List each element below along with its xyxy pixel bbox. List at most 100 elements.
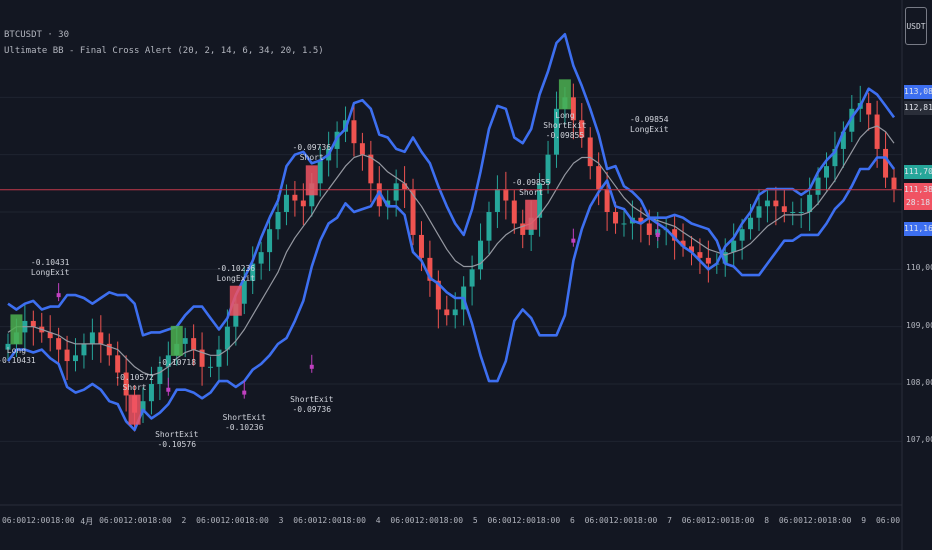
long-signal-marker	[170, 325, 183, 356]
currency-button[interactable]: USDT	[905, 7, 927, 45]
time-tick-label: 06:00	[681, 516, 706, 525]
short-signal-marker	[305, 165, 318, 196]
time-tick-label: 18:00	[50, 516, 75, 525]
time-tick-label: 06:00	[584, 516, 609, 525]
exit-label: ShortExit -0.09736	[290, 395, 334, 415]
candle	[680, 240, 686, 247]
candle	[638, 217, 644, 224]
time-tick-label: 06:00	[1, 516, 27, 525]
exit-label: ShortExit -0.10576	[155, 429, 199, 449]
candle	[148, 384, 154, 402]
time-tick-label: 06:00	[99, 516, 124, 525]
candle	[359, 143, 365, 155]
time-tick-label: 12:00	[511, 516, 536, 525]
time-tick-label: 12:00	[608, 516, 633, 525]
candle	[613, 212, 619, 224]
candle	[182, 338, 188, 344]
time-tick-label: 5	[472, 516, 478, 525]
time-tick-label: 2	[181, 516, 187, 525]
candle	[56, 338, 62, 350]
candle	[317, 160, 323, 184]
candle	[494, 189, 500, 212]
candle	[283, 194, 289, 212]
candle	[790, 212, 796, 213]
time-tick-label: 18:00	[147, 516, 172, 525]
candle	[807, 194, 813, 212]
short-signal-label: -0.09855 Short	[511, 177, 551, 197]
time-tick-label: 06:00	[875, 516, 901, 525]
candle	[165, 355, 171, 367]
time-tick-label: 06:00	[196, 516, 221, 525]
candle	[849, 108, 855, 132]
candle	[410, 189, 416, 235]
candle	[672, 229, 678, 241]
candle	[73, 355, 79, 362]
long-signal-label: Long ShortExit -0.09855	[543, 111, 587, 141]
time-tick-label: 18:00	[536, 516, 561, 525]
lower-band-line	[6, 156, 896, 432]
time-tick-label: 12:00	[123, 516, 148, 525]
candle	[435, 280, 441, 310]
long-signal-label: Long -0.10431	[0, 346, 36, 366]
price-tick-label: 110,000.0	[906, 263, 932, 273]
candle	[5, 343, 11, 350]
price-tag: 112,818.8	[904, 100, 932, 115]
price-tick-label: 109,000.0	[906, 320, 932, 330]
exit-label: -0.09854 LongExit	[630, 114, 669, 134]
candle	[697, 252, 703, 258]
short-signal-marker	[525, 199, 538, 230]
time-tick-label: 12:00	[803, 516, 828, 525]
long-signal-marker	[10, 314, 23, 345]
candle	[478, 240, 484, 270]
candle	[368, 154, 374, 184]
time-tick-label: 12:00	[706, 516, 731, 525]
candle	[520, 223, 526, 235]
price-tag: 28:18	[904, 196, 932, 211]
candle	[30, 320, 36, 327]
exit-marker	[571, 238, 576, 243]
candle	[604, 189, 610, 212]
candle	[199, 349, 205, 367]
candle	[275, 212, 281, 230]
candle	[722, 252, 728, 264]
candle	[241, 280, 247, 304]
candle	[300, 200, 306, 207]
candle	[596, 166, 602, 190]
time-tick-label: 4月	[80, 517, 94, 526]
candle	[258, 252, 264, 264]
candle	[250, 263, 256, 281]
candle	[98, 332, 104, 344]
long-signal-marker	[558, 79, 571, 110]
candle	[739, 229, 745, 241]
candle	[469, 269, 475, 287]
candle	[123, 372, 129, 396]
candle	[452, 309, 458, 316]
time-tick-label: 12:00	[317, 516, 342, 525]
candle	[376, 183, 382, 207]
long-signal-label: -0.10718	[157, 357, 197, 367]
price-tag: 111,702.7	[904, 164, 932, 179]
candle	[798, 212, 804, 213]
indicator-label[interactable]: Ultimate BB - Final Cross Alert (20, 2, …	[4, 46, 324, 56]
time-tick-label: 18:00	[633, 516, 658, 525]
candle	[89, 332, 95, 344]
short-signal-marker	[229, 285, 242, 316]
candle	[208, 366, 214, 368]
candle	[224, 326, 230, 350]
candle	[764, 200, 770, 207]
exit-marker	[309, 364, 314, 369]
short-signal-label: -0.09736 Short	[292, 143, 332, 163]
candle	[545, 154, 551, 184]
candle	[748, 217, 754, 230]
candle	[579, 120, 585, 138]
exit-label: ShortExit -0.10236	[222, 412, 266, 432]
candle	[267, 229, 273, 253]
candle	[866, 103, 872, 115]
candle	[891, 177, 897, 190]
candle	[756, 206, 762, 218]
candle	[191, 338, 197, 350]
candle	[393, 183, 399, 201]
candle	[705, 257, 711, 264]
